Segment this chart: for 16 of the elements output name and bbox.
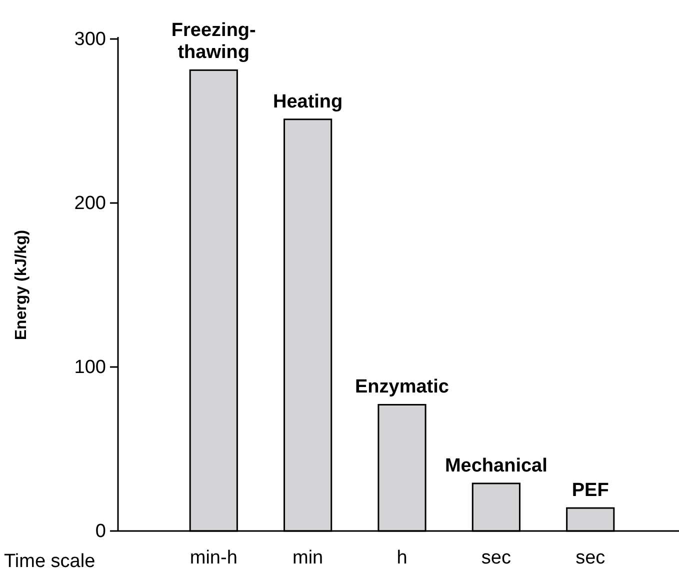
annotation: Enzymatic	[355, 376, 450, 398]
annotation: Heating	[272, 91, 343, 112]
x-tick-label: min	[292, 547, 324, 568]
y-tick-label: 100	[74, 357, 106, 378]
x-tick-label: h	[396, 547, 408, 568]
annotation: PEF	[572, 480, 609, 502]
y-axis-title: Energy (kJ/kg)	[13, 230, 30, 340]
y-tick-label: 300	[74, 29, 106, 50]
x-axis-title: Time scale	[4, 551, 96, 572]
y-tick-label: 200	[74, 193, 106, 214]
x-tick-label: sec	[481, 547, 511, 568]
annotation: Freezing-thawing	[171, 20, 256, 64]
x-tick-label: min-h	[190, 547, 238, 568]
y-tick-label: 0	[95, 521, 106, 542]
annotation: Mechanical	[444, 455, 548, 476]
x-tick-label: sec	[576, 547, 606, 568]
